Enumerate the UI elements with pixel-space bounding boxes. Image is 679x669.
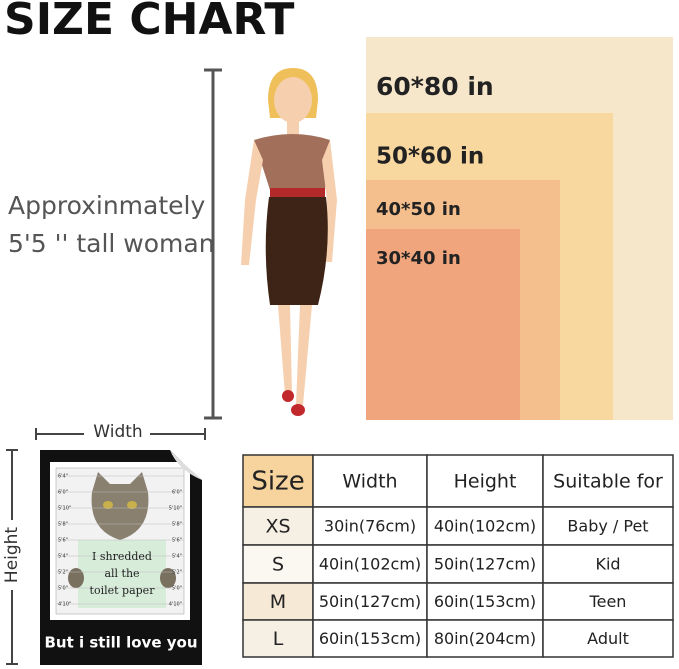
- ruler-label: 6'4": [58, 474, 68, 480]
- woman-label: 5'5 '' tall woman: [8, 229, 215, 258]
- ruler-label: 5'8": [172, 522, 182, 528]
- sign-text: all the: [104, 567, 139, 580]
- table-text: L: [273, 628, 284, 650]
- size-rect: [366, 229, 520, 420]
- table-cell: [426, 454, 544, 508]
- table-text: XS: [265, 516, 290, 538]
- height-label: Height: [2, 527, 22, 584]
- size-table: Size Width Height Suitable for XS 30in(76cm) 4…: [242, 454, 674, 658]
- table-text: 40in(102cm): [319, 555, 421, 574]
- table-text: 50in(127cm): [319, 592, 421, 611]
- table-cell: [312, 454, 428, 508]
- table-cell: [542, 582, 674, 621]
- ruler-label: 5'0": [58, 586, 68, 592]
- width-label: Width: [93, 422, 142, 442]
- table-text: 40in(102cm): [434, 517, 536, 536]
- table-text: 60in(153cm): [319, 629, 421, 648]
- title: SIZE CHART: [4, 0, 294, 45]
- table-header: Suitable for: [553, 471, 663, 493]
- ruler-label: 5'4": [58, 554, 68, 560]
- table-text: Kid: [595, 555, 620, 574]
- ruler-label: 5'0": [172, 586, 182, 592]
- ruler-label: 5'6": [58, 538, 68, 544]
- sign-text: I shredded: [92, 550, 152, 563]
- ruler-label: 6'0": [172, 490, 182, 496]
- dimension-arrows: [6, 428, 206, 665]
- ruler-label: 4'10": [169, 602, 182, 608]
- ruler-label: 5'10": [169, 506, 182, 512]
- size-label: 50*60 in: [376, 144, 484, 170]
- table-text: 60in(153cm): [434, 592, 536, 611]
- table-text: M: [270, 591, 286, 613]
- table-text: Teen: [589, 592, 627, 611]
- table-text: 30in(76cm): [324, 517, 416, 536]
- ruler: 6'4" 6'0" 5'10" 5'8" 5'6" 5'4" 5'2" 5'0" 4'10" 6'…: [56, 474, 184, 608]
- ruler-label: 5'4": [172, 554, 182, 560]
- table-cell: [542, 544, 674, 584]
- table-cell: [426, 506, 544, 546]
- ruler-label: 4'10": [58, 602, 71, 608]
- table-text: S: [272, 554, 284, 576]
- table-header: Width: [342, 471, 397, 493]
- table-cell: [542, 619, 674, 658]
- table-cell: [242, 582, 314, 621]
- ruler-label: 6'0": [58, 490, 68, 496]
- woman-label: Approxinmately: [8, 191, 205, 220]
- table-text: Adult: [587, 629, 629, 648]
- table-cell: [312, 582, 428, 621]
- table-cell: [242, 619, 314, 658]
- table-text: 80in(204cm): [434, 629, 536, 648]
- woman-figure: [241, 68, 337, 416]
- table-cell: [542, 506, 674, 546]
- sign-text: toilet paper: [90, 584, 156, 597]
- table-cell: [242, 506, 314, 546]
- ruler-label: 5'2": [58, 570, 68, 576]
- ruler-label: 5'10": [58, 506, 71, 512]
- blanket-caption: But i still love you: [45, 634, 198, 652]
- ruler-label: 5'8": [58, 522, 68, 528]
- size-label: 60*80 in: [376, 72, 494, 101]
- ruler-label: 5'6": [172, 538, 182, 544]
- height-bar: [204, 68, 222, 420]
- blanket: [40, 450, 202, 665]
- table-text: 50in(127cm): [434, 555, 536, 574]
- table-header: Size: [251, 467, 304, 497]
- table-header: Height: [454, 471, 517, 493]
- ruler-label: 5'2": [172, 570, 182, 576]
- table-cell: [312, 506, 428, 546]
- table-cell: [242, 544, 314, 584]
- size-label: 30*40 in: [376, 248, 461, 269]
- size-label: 40*50 in: [376, 199, 461, 220]
- table-cell: [426, 582, 544, 621]
- table-text: Baby / Pet: [567, 517, 648, 536]
- table-cell: [542, 454, 674, 508]
